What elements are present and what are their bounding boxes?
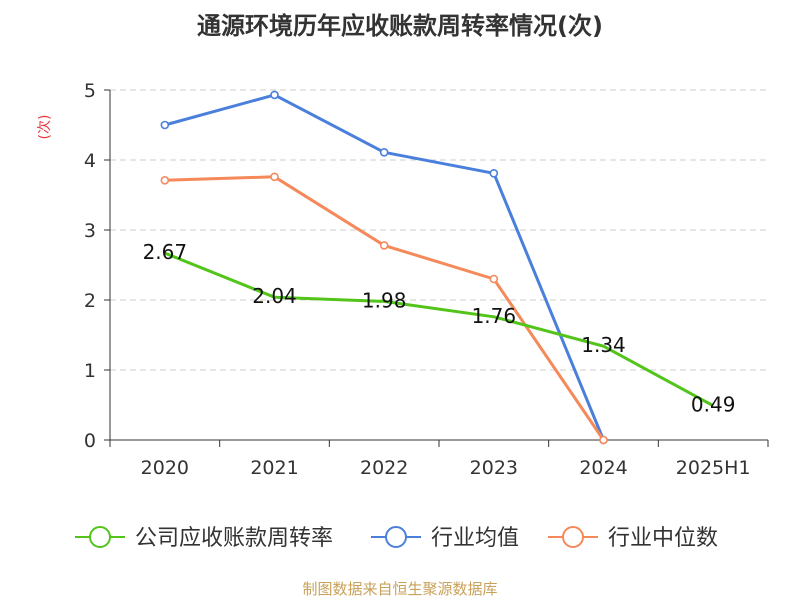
legend-label: 公司应收账款周转率 xyxy=(135,526,333,551)
data-point xyxy=(599,435,608,445)
data-label: 1.76 xyxy=(472,304,517,328)
series-lines xyxy=(160,90,714,445)
data-label: 0.49 xyxy=(691,393,736,417)
series-line xyxy=(164,251,714,408)
series-line xyxy=(164,93,605,441)
x-tick-label: 2023 xyxy=(470,457,518,479)
y-tick-label: 4 xyxy=(84,150,96,172)
legend-marker xyxy=(562,526,584,548)
x-tick-label: 2021 xyxy=(250,457,298,479)
data-point xyxy=(270,90,279,100)
legend-label: 行业中位数 xyxy=(608,526,718,551)
data-point xyxy=(379,241,389,250)
data-label: 2.04 xyxy=(252,284,297,308)
y-tick-label: 1 xyxy=(84,360,96,382)
legend: 公司应收账款周转率 行业均值 行业中位数 xyxy=(75,526,718,551)
data-point xyxy=(379,148,389,157)
x-tick-label: 2025H1 xyxy=(676,457,751,479)
x-tick-label: 2024 xyxy=(579,457,627,479)
data-point xyxy=(160,176,170,185)
legend-label: 行业均值 xyxy=(431,526,519,551)
source-footer: 制图数据来自恒生聚源数据库 xyxy=(302,580,498,598)
data-point xyxy=(160,120,170,130)
legend-marker xyxy=(89,526,111,548)
y-tick-label: 2 xyxy=(84,290,96,312)
data-point xyxy=(489,169,499,178)
x-tick-label: 2020 xyxy=(141,457,189,479)
y-tick-label: 3 xyxy=(84,220,96,242)
data-point xyxy=(270,172,279,182)
data-point xyxy=(489,274,499,284)
data-label: 1.34 xyxy=(581,333,626,357)
data-labels: 2.67 2.04 1.98 1.76 1.34 0.49 xyxy=(143,240,736,417)
x-tick-label: 2022 xyxy=(360,457,408,479)
axes: 0 1 2 3 4 5 2020 2021 2022 2023 2024 2025H1 xyxy=(84,80,769,479)
data-label: 2.67 xyxy=(143,240,188,264)
y-tick-label: 0 xyxy=(84,430,96,452)
legend-marker xyxy=(385,526,407,548)
chart-title: 通源环境历年应收账款周转率情况(次) xyxy=(197,12,603,40)
y-tick-label: 5 xyxy=(84,80,96,102)
gridlines xyxy=(110,89,768,371)
data-label: 1.98 xyxy=(362,288,407,312)
